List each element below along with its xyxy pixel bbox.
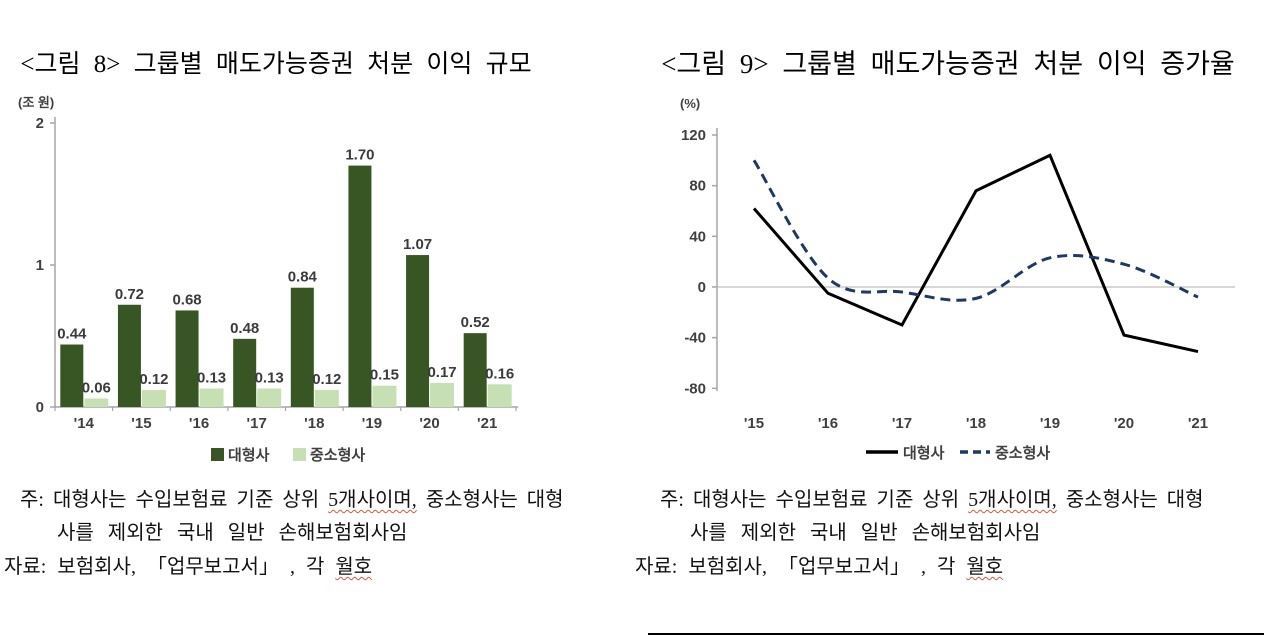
bar-large-insurer [60,344,84,407]
legend-label-large-insurer: 대형사 [228,447,270,464]
bar-large-insurer [406,255,430,407]
bar-small-insurer [487,384,512,407]
bar-value-label: 0.16 [485,365,514,382]
source-text: 자료: 보험회사, 「업무보고서」 , 각 [4,556,336,578]
figure9-source-line: 자료: 보험회사, 「업무보고서」 , 각 월호 [635,550,1003,579]
bar-value-label: 0.13 [255,370,284,387]
x-category-label: '20 [1114,415,1134,432]
x-category-label: '19 [362,415,382,432]
note-text: 중소형사는 대형 [1056,489,1204,511]
y-tick-label: 120 [681,127,706,144]
bar-large-insurer [117,304,141,407]
bar-large-insurer [175,310,199,407]
figure8-note-line1: 주: 대형사는 수입보험료 기준 상위 5개사이며, 중소형사는 대형 [20,483,564,512]
source-text-spellchecked: 월호 [335,556,373,578]
legend-label-small-insurer: 중소형사 [310,447,365,464]
figure9-note-line1: 주: 대형사는 수입보험료 기준 상위 5개사이며, 중소형사는 대형 [660,483,1204,512]
x-category-label: '18 [304,415,324,432]
x-category-label: '21 [477,415,497,432]
bar-value-label: 1.70 [345,147,374,164]
bar-value-label: 0.44 [57,326,87,343]
legend-swatch-large-insurer [211,448,224,461]
figure9-title: <그림 9> 그룹별 매도가능증권 처분 이익 증가율 [661,49,1235,79]
bar-small-insurer [372,385,397,407]
bar-value-label: 0.68 [172,291,201,308]
bar-large-insurer [463,333,487,407]
bar-value-label: 0.13 [197,370,226,387]
y-tick-label: 0 [36,399,44,416]
y-tick-label: 2 [36,115,44,132]
figure8-source-line: 자료: 보험회사, 「업무보고서」 , 각 월호 [4,550,372,579]
bar-large-insurer [348,165,372,407]
bar-value-label: 1.07 [403,236,432,253]
bar-small-insurer [84,398,109,407]
y-tick-label: 80 [689,178,706,195]
bar-small-insurer [314,389,339,407]
source-text-spellchecked: 월호 [966,556,1004,578]
x-category-label: '21 [1188,415,1208,432]
bottom-divider-line [648,633,1264,635]
y-tick-label: 1 [36,257,44,274]
bar-small-insurer [141,389,166,407]
legend-label-large-insurer: 대형사 [903,445,945,462]
y-tick-label: -40 [684,330,706,347]
x-category-label: '17 [247,415,267,432]
x-category-label: '18 [966,415,986,432]
y-tick-label: -80 [684,380,706,397]
bar-large-insurer [233,338,257,407]
x-category-label: '15 [131,415,151,432]
note-text-spellchecked: 5개사이며, [968,489,1057,511]
x-category-label: '15 [744,415,764,432]
y-tick-label: 40 [689,228,706,245]
bar-value-label: 0.06 [82,379,111,396]
note-text: 중소형사는 대형 [416,489,564,511]
bar-value-label: 0.52 [461,314,490,331]
x-category-label: '20 [419,415,439,432]
bar-value-label: 0.12 [312,371,341,388]
figure9-axis-unit-label: (%) [680,96,701,111]
bar-value-label: 0.72 [115,286,144,303]
bar-small-insurer [257,388,282,407]
bar-large-insurer [290,287,314,407]
bar-value-label: 0.12 [139,371,168,388]
x-category-label: '16 [189,415,209,432]
figure9-note-line2: 사를 제외한 국내 일반 손해보험회사임 [690,516,1040,545]
x-category-label: '17 [892,415,912,432]
note-text-spellchecked: 5개사이며, [328,489,417,511]
legend-label-small-insurer: 중소형사 [995,445,1050,462]
source-text: 자료: 보험회사, 「업무보고서」 , 각 [635,556,967,578]
bar-small-insurer [199,388,224,407]
note-text: 사를 제외한 국내 일반 손해보험회사임 [690,522,1041,544]
note-text: 주: 대형사는 수입보험료 기준 상위 [660,489,969,511]
figure8-note-line2: 사를 제외한 국내 일반 손해보험회사임 [57,516,407,545]
y-tick-label: 0 [698,279,706,296]
bar-value-label: 0.48 [230,320,259,337]
figure8-title: <그림 8> 그룹별 매도가능증권 처분 이익 규모 [20,51,532,78]
bar-value-label: 0.15 [370,367,399,384]
x-category-label: '14 [74,415,95,432]
note-text: 사를 제외한 국내 일반 손해보험회사임 [57,522,408,544]
bar-value-label: 0.84 [288,269,318,286]
bar-small-insurer [430,382,455,407]
x-category-label: '16 [818,415,838,432]
line-series-dashed [752,159,1199,302]
note-text: 주: 대형사는 수입보험료 기준 상위 [20,489,329,511]
bar-value-label: 0.17 [427,364,456,381]
legend-swatch-small-insurer [293,448,306,461]
figure8-axis-unit-label: (조 원) [18,95,55,110]
line-series-solid [752,153,1199,354]
x-category-label: '19 [1040,415,1060,432]
charts-canvas: 2 1 0 0.44 0.06 '14 0.72 0.12 '15 0.68 0.13 '16 0.48… [36,115,1235,464]
